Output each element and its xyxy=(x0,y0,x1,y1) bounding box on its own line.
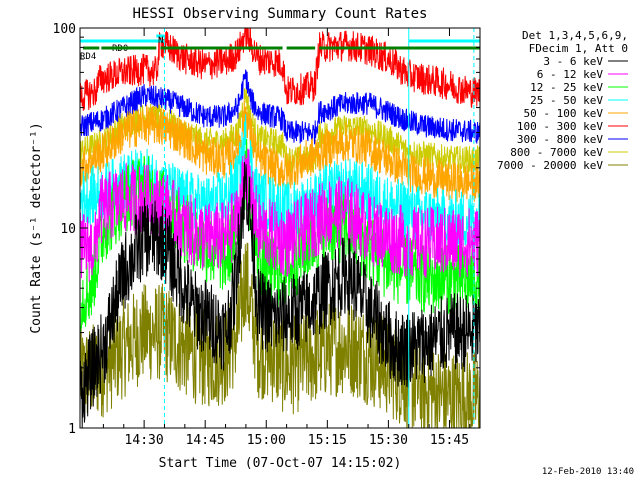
chart-title: HESSI Observing Summary Count Rates xyxy=(132,6,427,22)
legend-label-0: 3 - 6 keV xyxy=(543,55,603,68)
x-tick-label-4: 15:30 xyxy=(369,433,408,448)
series-line-4 xyxy=(79,100,481,202)
axes: 14:30 14:45 15:00 15:15 15:30 15:45 1 10 100 xyxy=(53,22,480,448)
x-axis-label: Start Time (07-Oct-07 14:15:02) xyxy=(159,456,402,471)
x-tick-label-2: 15:00 xyxy=(247,433,286,448)
legend-label-8: 7000 - 20000 keV xyxy=(497,159,603,172)
x-tick-label-1: 14:45 xyxy=(186,433,225,448)
legend-label-1: 6 - 12 keV xyxy=(537,68,604,81)
legend-label-6: 300 - 800 keV xyxy=(517,133,603,146)
y-tick-label-2: 100 xyxy=(53,22,76,37)
x-tick-label-5: 15:45 xyxy=(430,433,469,448)
series-line-6 xyxy=(79,69,481,145)
series-line-0 xyxy=(79,161,481,428)
legend: Det 1,3,4,5,6,9,FDecim 1, Att 03 - 6 keV… xyxy=(497,29,628,172)
legend-header-1: FDecim 1, Att 0 xyxy=(529,42,628,55)
state-label-n: N xyxy=(158,36,163,46)
series-line-1 xyxy=(79,148,481,282)
legend-label-7: 800 - 7000 keV xyxy=(510,146,603,159)
y-tick-label-0: 1 xyxy=(68,422,76,437)
series-line-8 xyxy=(79,242,481,429)
y-tick-label-1: 10 xyxy=(60,222,76,237)
state-label-rd4: RD4 xyxy=(80,52,96,62)
legend-label-4: 50 - 100 keV xyxy=(524,107,604,120)
legend-label-5: 100 - 300 keV xyxy=(517,120,603,133)
legend-header-0: Det 1,3,4,5,6,9, xyxy=(522,29,628,42)
legend-label-3: 25 - 50 keV xyxy=(530,94,603,107)
legend-label-2: 12 - 25 keV xyxy=(530,81,603,94)
x-tick-label-0: 14:30 xyxy=(125,433,164,448)
series-line-5 xyxy=(79,27,481,111)
x-tick-label-3: 15:15 xyxy=(308,433,347,448)
y-axis-label: Count Rate (s⁻¹ detector⁻¹) xyxy=(29,122,44,333)
footer-timestamp: 12-Feb-2010 13:40 xyxy=(542,467,634,477)
